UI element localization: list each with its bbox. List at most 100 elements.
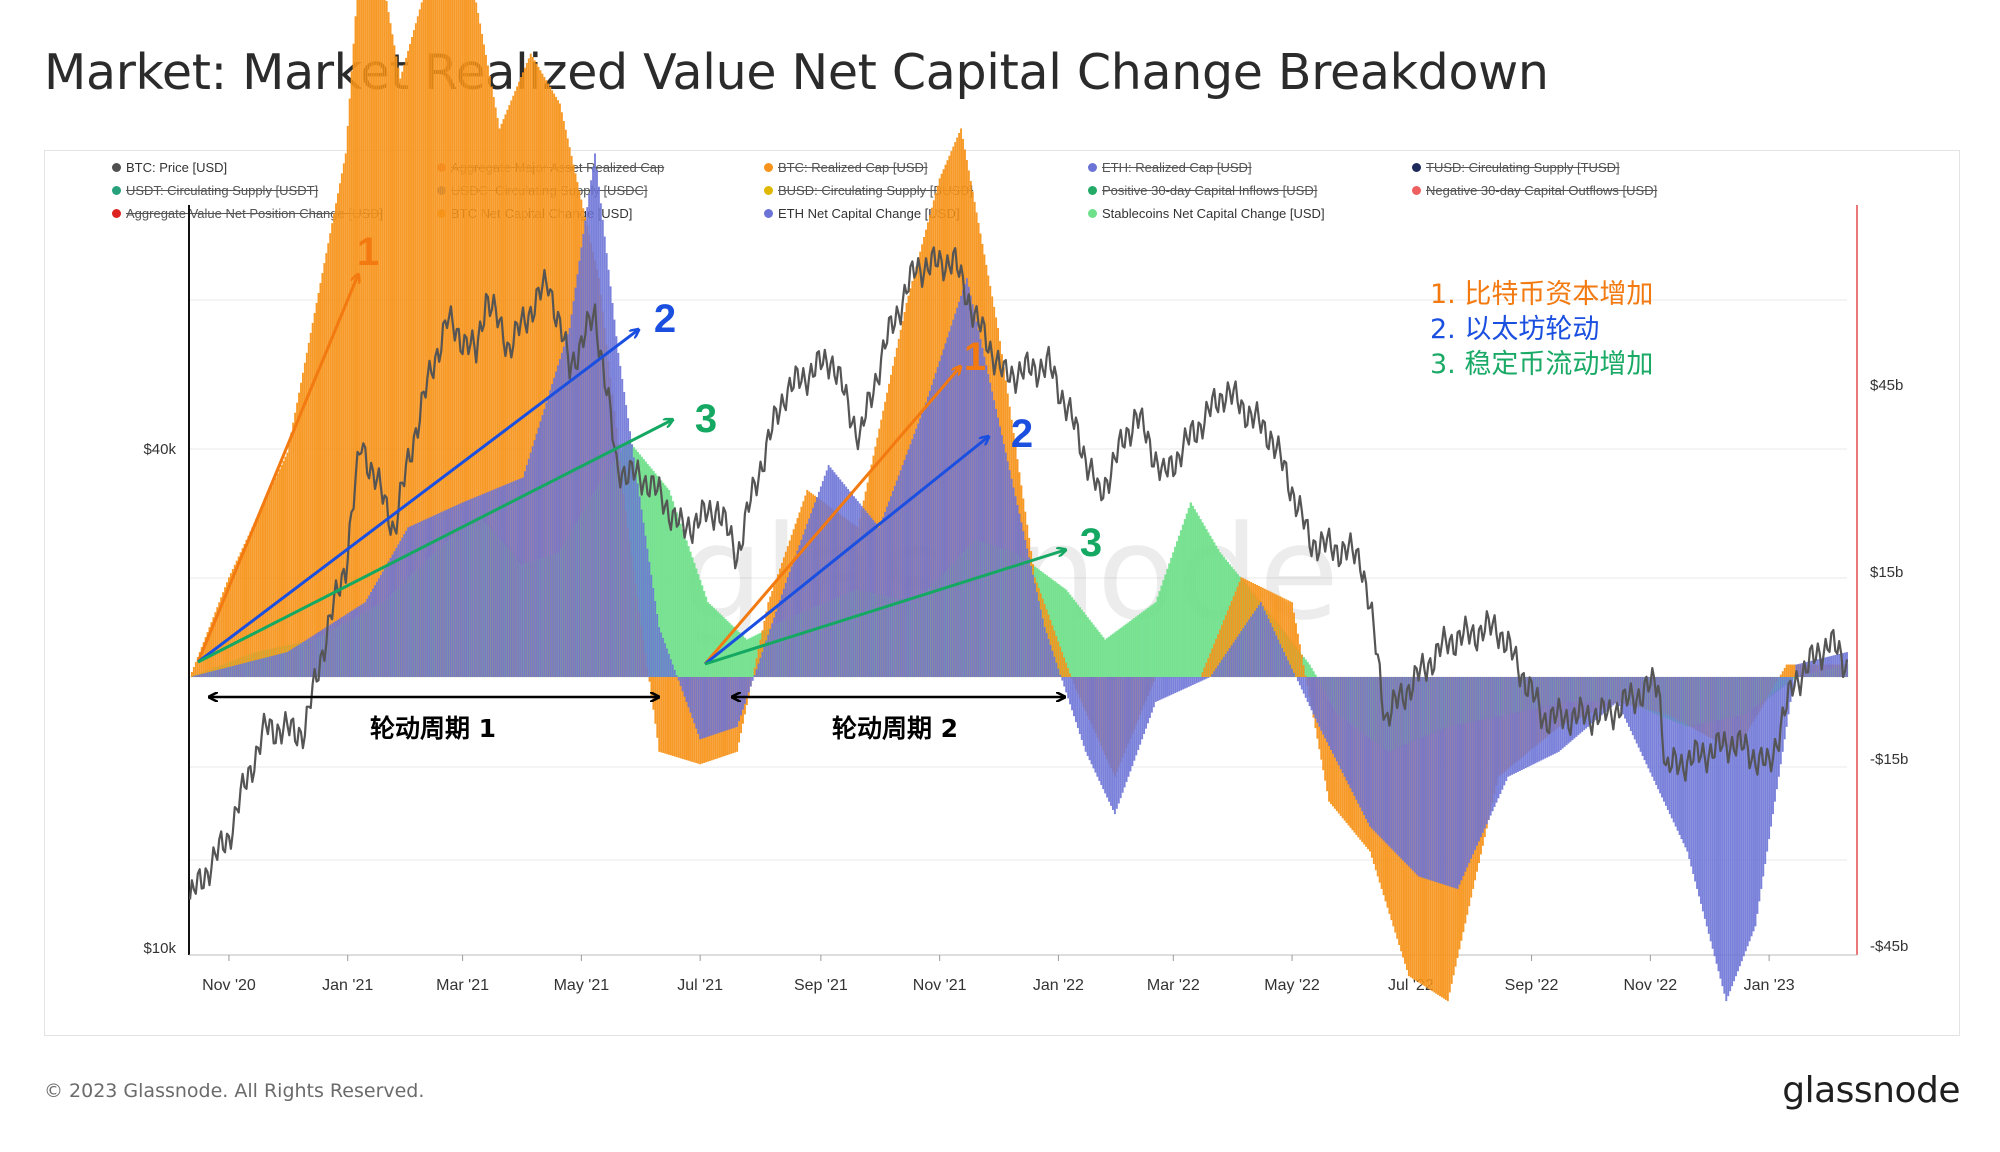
btc-bar <box>654 677 657 724</box>
btc-bar <box>648 677 651 682</box>
eth-bar <box>1162 677 1165 699</box>
legend-item[interactable]: ETH Net Capital Change [USD] <box>764 206 959 221</box>
eth-bar <box>775 611 778 677</box>
eth-bar <box>1548 677 1551 757</box>
legend-item[interactable]: Aggregate Value Net Position Change [USD… <box>112 206 383 221</box>
eth-bar <box>897 475 900 677</box>
legend-item[interactable]: TUSD: Circulating Supply [TUSD] <box>1412 160 1620 175</box>
stablecoin-bar <box>708 604 712 677</box>
legend-item[interactable]: BTC: Realized Cap [USD] <box>764 160 928 175</box>
stablecoin-bar <box>660 480 663 677</box>
btc-bar <box>245 539 248 677</box>
eth-bar <box>560 352 563 677</box>
legend-item[interactable]: ETH: Realized Cap [USD] <box>1088 160 1252 175</box>
eth-bar <box>288 650 291 677</box>
btc-bar <box>1236 586 1239 677</box>
eth-bar <box>784 583 787 677</box>
eth-bar <box>1184 677 1186 689</box>
eth-bar <box>520 478 522 677</box>
stablecoin-bar <box>1164 574 1167 677</box>
eth-bar <box>227 667 230 677</box>
stablecoin-bar <box>685 540 688 677</box>
eth-bar <box>1252 613 1255 677</box>
eth-bar <box>825 470 828 677</box>
btc-bar <box>399 78 402 678</box>
stablecoin-bar <box>1152 603 1156 677</box>
eth-bar <box>695 677 698 729</box>
legend-item[interactable]: BUSD: Circulating Supply [BUSD] <box>764 183 973 198</box>
btc-price-line <box>188 246 1849 900</box>
legend-item[interactable]: USDT: Circulating Supply [USDT] <box>112 183 318 198</box>
eth-bar <box>1133 677 1136 761</box>
btc-bar <box>338 183 341 677</box>
eth-bar <box>1760 677 1763 889</box>
btc-bar <box>461 0 464 677</box>
btc-bar <box>547 83 550 677</box>
btc-bar <box>323 263 326 677</box>
legend-item[interactable]: BTC: Price [USD] <box>112 160 227 175</box>
btc-bar <box>1287 600 1290 677</box>
eth-bar <box>564 340 567 677</box>
legend-item[interactable]: Positive 30-day Capital Inflows [USD] <box>1088 183 1317 198</box>
eth-bar <box>1711 677 1714 949</box>
eth-bar <box>216 670 219 677</box>
eth-bar <box>270 656 273 677</box>
eth-bar <box>872 520 875 677</box>
eth-bar <box>1271 627 1274 677</box>
btc-bar <box>327 243 330 677</box>
eth-bar <box>1370 677 1373 829</box>
eth-bar <box>453 506 456 677</box>
btc-bar <box>1783 667 1786 677</box>
eth-bar <box>411 525 413 677</box>
stablecoin-bar <box>1103 639 1107 677</box>
btc-bar <box>1217 634 1220 677</box>
btc-bar <box>290 432 293 677</box>
eth-bar <box>999 426 1001 677</box>
eth-bar <box>257 659 260 677</box>
stablecoin-bar <box>677 518 680 677</box>
btc-bar <box>673 677 676 757</box>
eth-bar <box>716 677 719 734</box>
stablecoin-bar <box>1207 532 1210 677</box>
eth-bar <box>907 449 910 677</box>
btc-bar <box>1293 612 1295 677</box>
btc-bar <box>315 303 318 677</box>
stablecoin-bar <box>730 624 733 677</box>
eth-bar <box>1304 677 1307 698</box>
stablecoin-bar <box>755 634 758 677</box>
eth-bar <box>1002 443 1005 677</box>
btc-bar <box>1285 599 1288 677</box>
stablecoin-bar <box>726 620 729 677</box>
eth-bar <box>303 640 306 677</box>
eth-bar <box>1065 677 1068 693</box>
x-tick-label: Jul '21 <box>677 977 723 994</box>
eth-bar <box>1742 677 1745 957</box>
btc-bar <box>512 95 515 677</box>
eth-bar <box>1809 661 1811 677</box>
stablecoin-bar <box>1214 545 1218 677</box>
eth-bar <box>683 677 686 697</box>
eth-bar <box>1657 677 1660 790</box>
eth-bar <box>1705 677 1708 927</box>
eth-bar <box>1441 677 1443 884</box>
legend-item[interactable]: Stablecoins Net Capital Change [USD] <box>1088 206 1325 221</box>
legend-item[interactable]: Negative 30-day Capital Outflows [USD] <box>1412 183 1657 198</box>
eth-bar <box>1351 677 1354 793</box>
stablecoin-bar <box>681 529 684 677</box>
btc-bar <box>683 677 686 760</box>
btc-bar <box>432 0 435 678</box>
arrow-number-label: 3 <box>695 397 717 441</box>
eth-bar <box>570 314 573 677</box>
eth-bar <box>611 303 614 677</box>
btc-bar <box>414 23 417 678</box>
eth-bar <box>886 506 889 677</box>
stablecoin-bar <box>1123 625 1126 677</box>
btc-bar <box>389 23 392 678</box>
btc-bar <box>449 0 452 677</box>
eth-bar <box>1166 677 1169 697</box>
eth-bar <box>1047 639 1050 677</box>
eth-bar <box>1431 677 1434 881</box>
eth-bar <box>1010 478 1013 677</box>
stablecoin-bar <box>1094 627 1097 677</box>
eth-bar <box>300 643 302 677</box>
